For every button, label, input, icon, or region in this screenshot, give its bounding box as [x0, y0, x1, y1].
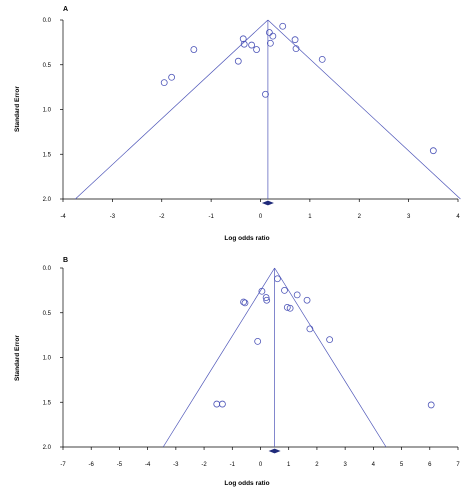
x-axis-title-b: Log odds ratio — [224, 480, 269, 487]
x-tick-label: 2 — [358, 214, 362, 220]
pooled-estimate-diamond — [268, 448, 281, 454]
x-tick-label: 0 — [259, 462, 263, 468]
y-axis-title-a: Standard Error — [14, 86, 21, 132]
study-point — [326, 336, 334, 344]
x-tick-label: 7 — [456, 462, 460, 468]
study-point — [293, 291, 301, 299]
y-tick-label: 0.0 — [43, 18, 52, 24]
study-point — [269, 32, 277, 40]
study-point — [213, 400, 221, 408]
study-point — [240, 298, 247, 306]
study-point — [240, 40, 248, 48]
study-point — [266, 39, 274, 47]
study-point — [292, 45, 300, 53]
x-tick-label: 4 — [456, 214, 460, 220]
study-point — [248, 41, 256, 49]
x-tick-label: 3 — [407, 214, 411, 220]
x-tick-label: -2 — [201, 462, 207, 468]
study-point — [253, 46, 260, 53]
study-point — [318, 55, 326, 63]
study-point — [265, 29, 273, 36]
y-tick-label: 1.5 — [43, 152, 52, 158]
y-tick-label: 2.0 — [43, 445, 52, 451]
x-tick-label: 1 — [287, 462, 291, 468]
study-point — [241, 299, 249, 307]
x-tick-label: -7 — [60, 462, 66, 468]
funnel-right-line — [267, 19, 461, 200]
y-tick-label: 0.0 — [43, 266, 52, 272]
y-tick-label: 0.5 — [43, 311, 52, 317]
x-tick-label: -6 — [89, 462, 95, 468]
study-point — [303, 296, 311, 304]
panel-letter-b: B — [63, 257, 68, 264]
funnel-right-line — [274, 267, 387, 448]
funnel-plot-a: A Log odds ratio Standard Error -4 -3 -2 -1… — [14, 6, 461, 242]
study-point — [219, 400, 226, 408]
y-tick-label: 2.0 — [43, 197, 52, 203]
x-tick-label: -4 — [60, 214, 66, 220]
x-tick-label: -5 — [117, 462, 123, 468]
x-tick-label: -2 — [159, 214, 165, 220]
x-tick-label: 2 — [315, 462, 319, 468]
y-tick-label: 1.0 — [43, 356, 52, 362]
x-tick-label: 5 — [400, 462, 404, 468]
study-point — [274, 275, 281, 283]
study-point — [263, 296, 271, 304]
y-tick-label: 1.5 — [43, 400, 52, 406]
study-point — [286, 304, 294, 312]
study-point — [291, 36, 299, 44]
x-tick-label: -4 — [145, 462, 151, 468]
study-point — [239, 35, 247, 43]
x-tick-label: 3 — [343, 462, 347, 468]
study-point — [306, 325, 314, 333]
x-tick-label: 0 — [259, 214, 263, 220]
x-tick-label: -1 — [230, 462, 236, 468]
study-point — [258, 287, 266, 295]
pooled-estimate-diamond — [261, 200, 274, 206]
x-tick-label: 1 — [308, 214, 312, 220]
study-point — [160, 79, 168, 87]
study-point — [168, 73, 176, 81]
study-point — [427, 401, 435, 409]
funnel-left-line — [162, 267, 275, 448]
study-point — [234, 57, 242, 65]
study-point — [262, 294, 270, 301]
study-point — [190, 46, 198, 53]
y-tick-label: 0.5 — [43, 63, 52, 69]
x-tick-label: 4 — [372, 462, 376, 468]
x-tick-label: -3 — [173, 462, 179, 468]
panel-letter-a: A — [63, 6, 68, 13]
x-axis-title-a: Log odds ratio — [224, 235, 269, 242]
study-point — [429, 147, 437, 155]
study-point — [254, 337, 262, 345]
study-point — [262, 90, 269, 98]
y-tick-label: 1.0 — [43, 108, 52, 114]
study-point — [283, 303, 291, 311]
study-point — [281, 286, 288, 294]
study-point — [279, 22, 287, 30]
x-tick-label: -3 — [110, 214, 116, 220]
x-tick-label: 6 — [428, 462, 432, 468]
y-axis-title-b: Standard Error — [14, 335, 21, 381]
x-tick-label: -1 — [208, 214, 214, 220]
funnel-left-line — [75, 19, 269, 200]
funnel-plot-b: B Log odds ratio Standard Error -7 -6 -5 -4… — [14, 257, 460, 487]
